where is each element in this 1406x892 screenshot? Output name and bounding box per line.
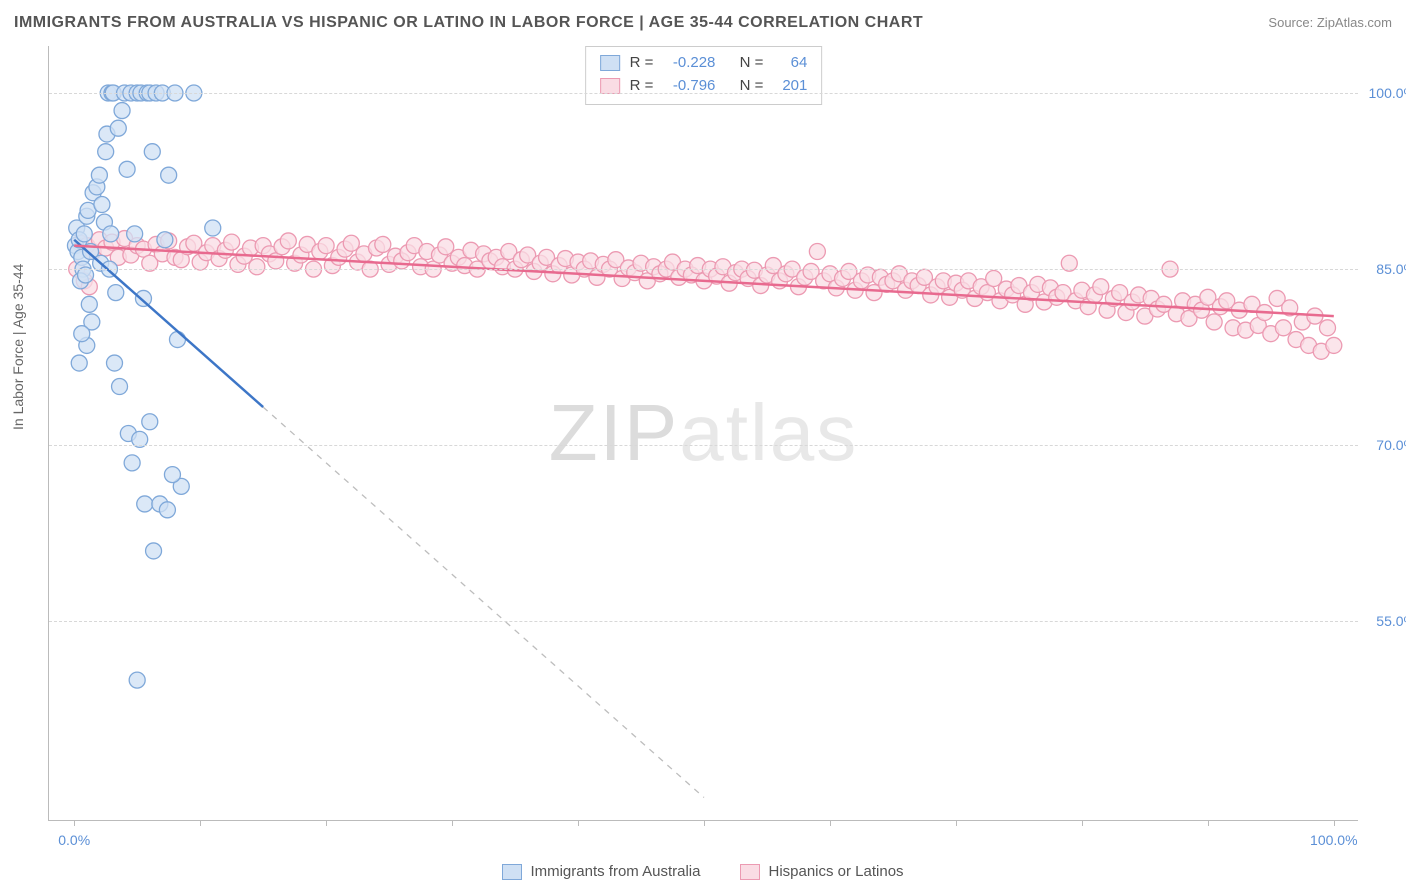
trend-line-extrapolated (263, 407, 704, 797)
scatter-point (124, 455, 140, 471)
scatter-point (161, 167, 177, 183)
scatter-point (164, 467, 180, 483)
gridline-h (49, 93, 1358, 94)
scatter-point (1326, 337, 1342, 353)
legend-stats-row-0: R = -0.228 N = 64 (600, 51, 808, 74)
scatter-point (91, 167, 107, 183)
source-label: Source: (1268, 15, 1313, 30)
x-tick-label: 0.0% (58, 832, 90, 848)
scatter-point (110, 120, 126, 136)
scatter-point (1206, 314, 1222, 330)
legend-bottom: Immigrants from Australia Hispanics or L… (48, 863, 1358, 880)
scatter-point (146, 543, 162, 559)
gridline-h (49, 445, 1358, 446)
scatter-point (112, 379, 128, 395)
x-tick (1208, 820, 1209, 826)
scatter-point (103, 226, 119, 242)
x-tick (1334, 820, 1335, 826)
scatter-point (144, 144, 160, 160)
legend-swatch-bottom-0 (502, 864, 522, 880)
x-tick (200, 820, 201, 826)
legend-item-1: Hispanics or Latinos (740, 863, 903, 880)
x-tick-label: 100.0% (1310, 832, 1357, 848)
scatter-point (135, 290, 151, 306)
r-label: R = (630, 51, 654, 74)
scatter-point (114, 103, 130, 119)
gridline-h (49, 621, 1358, 622)
r-value-0: -0.228 (663, 51, 715, 74)
gridline-h (49, 269, 1358, 270)
scatter-point (137, 496, 153, 512)
plot-area: ZIPatlas R = -0.228 N = 64 R = -0.796 N … (48, 46, 1358, 821)
legend-swatch-1 (600, 78, 620, 94)
scatter-point (1320, 320, 1336, 336)
scatter-point (159, 502, 175, 518)
scatter-point (76, 226, 92, 242)
n-label: N = (740, 51, 764, 74)
scatter-point (108, 285, 124, 301)
legend-stats-row-1: R = -0.796 N = 201 (600, 74, 808, 97)
scatter-point (71, 355, 87, 371)
x-tick (704, 820, 705, 826)
legend-label-1: Hispanics or Latinos (768, 863, 903, 880)
scatter-point (1275, 320, 1291, 336)
source-name: ZipAtlas.com (1317, 15, 1392, 30)
n-label: N = (740, 74, 764, 97)
y-axis-label: In Labor Force | Age 35-44 (10, 264, 26, 430)
x-tick (1082, 820, 1083, 826)
scatter-point (157, 232, 173, 248)
scatter-svg (49, 46, 1358, 820)
scatter-point (205, 220, 221, 236)
scatter-point (809, 243, 825, 259)
scatter-point (1093, 279, 1109, 295)
y-tick-label: 70.0% (1366, 437, 1406, 453)
y-tick-label: 55.0% (1366, 613, 1406, 629)
scatter-point (74, 326, 90, 342)
r-value-1: -0.796 (663, 74, 715, 97)
scatter-point (94, 197, 110, 213)
scatter-point (127, 226, 143, 242)
scatter-point (98, 144, 114, 160)
scatter-point (318, 238, 334, 254)
n-value-1: 201 (773, 74, 807, 97)
scatter-point (169, 332, 185, 348)
y-tick-label: 85.0% (1366, 261, 1406, 277)
x-tick (74, 820, 75, 826)
x-tick (326, 820, 327, 826)
scatter-point (375, 236, 391, 252)
scatter-point (119, 161, 135, 177)
title-bar: IMMIGRANTS FROM AUSTRALIA VS HISPANIC OR… (14, 14, 1392, 32)
scatter-point (129, 672, 145, 688)
legend-swatch-0 (600, 55, 620, 71)
scatter-point (224, 234, 240, 250)
scatter-point (81, 296, 97, 312)
scatter-point (249, 259, 265, 275)
trend-line (74, 246, 1334, 316)
chart-title: IMMIGRANTS FROM AUSTRALIA VS HISPANIC OR… (14, 14, 923, 32)
n-value-0: 64 (773, 51, 807, 74)
x-tick (452, 820, 453, 826)
scatter-point (280, 233, 296, 249)
legend-item-0: Immigrants from Australia (502, 863, 700, 880)
y-tick-label: 100.0% (1366, 85, 1406, 101)
x-tick (578, 820, 579, 826)
scatter-point (107, 355, 123, 371)
legend-stats-box: R = -0.228 N = 64 R = -0.796 N = 201 (585, 46, 823, 105)
source-attribution: Source: ZipAtlas.com (1268, 15, 1392, 30)
legend-swatch-bottom-1 (740, 864, 760, 880)
x-tick (956, 820, 957, 826)
scatter-point (142, 414, 158, 430)
x-tick (830, 820, 831, 826)
r-label: R = (630, 74, 654, 97)
legend-label-0: Immigrants from Australia (530, 863, 700, 880)
